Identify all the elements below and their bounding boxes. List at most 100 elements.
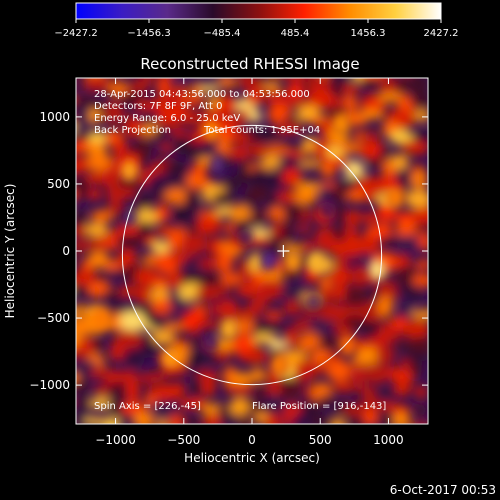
- texture-blob: [404, 189, 428, 209]
- x-tick-label: 1000: [373, 433, 404, 447]
- texture-blob: [248, 227, 271, 238]
- annotations: 28-Apr-2015 04:43:56.000 to 04:53:56.000…: [94, 89, 386, 412]
- heatmap-spots: [92, 112, 405, 376]
- texture-blob: [249, 251, 263, 274]
- texture-blob: [123, 124, 148, 137]
- texture-blob: [179, 417, 204, 424]
- texture-blob: [220, 272, 244, 285]
- texture-blob: [215, 348, 233, 361]
- hot-spot: [202, 119, 221, 142]
- texture-blob: [412, 207, 428, 225]
- texture-blob: [164, 322, 188, 332]
- texture-blob: [319, 185, 334, 202]
- texture-blob: [164, 188, 191, 205]
- texture-blob: [91, 209, 114, 223]
- texture-blob: [183, 257, 202, 267]
- texture-blob: [229, 145, 250, 160]
- texture-blob: [198, 83, 220, 92]
- texture-blob: [169, 127, 188, 137]
- texture-blob: [202, 378, 216, 397]
- texture-blob: [319, 394, 333, 409]
- texture-blob: [120, 188, 136, 199]
- hot-spot: [161, 347, 180, 370]
- texture-blob: [284, 329, 298, 348]
- texture-blob: [395, 219, 421, 240]
- texture-blob: [268, 339, 288, 350]
- hot-spot: [331, 112, 350, 135]
- texture-blob: [362, 212, 379, 224]
- texture-blob: [410, 309, 428, 320]
- colorbar-tick-label: −485.4: [203, 28, 240, 39]
- texture-blob: [134, 267, 158, 288]
- texture-blob: [328, 269, 353, 285]
- x-tick-label: 500: [309, 433, 332, 447]
- texture-blob: [84, 417, 109, 424]
- texture-blob: [298, 332, 324, 354]
- texture-blob: [300, 159, 320, 168]
- texture-blob: [252, 333, 278, 344]
- cold-spot: [307, 293, 320, 310]
- texture-blob: [211, 192, 237, 204]
- texture-blob: [412, 274, 428, 287]
- texture-blob: [345, 210, 362, 224]
- texture-blob: [363, 130, 379, 143]
- texture-blob: [278, 94, 304, 108]
- texture-blob: [360, 399, 385, 412]
- hot-spot: [270, 353, 289, 376]
- texture-blob: [115, 232, 141, 251]
- texture-blob: [185, 349, 207, 367]
- chart-title: Reconstructed RHESSI Image: [140, 55, 359, 73]
- texture-blob: [410, 91, 428, 109]
- texture-blob: [151, 240, 171, 254]
- texture-blob: [413, 109, 428, 122]
- texture-blob: [248, 399, 267, 416]
- x-axis-label: Heliocentric X (arcsec): [184, 451, 320, 465]
- texture-blob: [352, 265, 368, 287]
- texture-blob: [348, 417, 366, 424]
- texture-blob: [343, 286, 367, 307]
- colorbar-tick-label: 2427.2: [424, 28, 459, 39]
- annotation-detectors: Detectors: 7F 8F 9F, Att 0: [94, 101, 222, 112]
- texture-blob: [352, 381, 367, 391]
- texture-blob: [282, 116, 300, 128]
- texture-blob: [413, 223, 428, 233]
- texture-blob: [133, 208, 162, 226]
- texture-blob: [258, 128, 285, 141]
- hot-spot: [283, 250, 302, 273]
- texture-blob: [280, 285, 308, 300]
- texture-blob: [168, 271, 186, 291]
- texture-blob: [108, 345, 127, 362]
- texture-blob: [138, 78, 152, 91]
- texture-blob: [107, 81, 129, 96]
- solar-limb-circle: [121, 124, 383, 386]
- texture-blob: [293, 360, 317, 383]
- texture-blob: [282, 167, 302, 187]
- texture-blob: [286, 78, 305, 81]
- texture-blob: [163, 227, 191, 236]
- colorbar-tick-label: 485.4: [281, 28, 310, 39]
- texture-blob: [88, 250, 109, 269]
- flare-marker-cross: [277, 245, 290, 257]
- texture-blob: [295, 181, 323, 192]
- texture-blob: [379, 78, 398, 98]
- texture-blob: [330, 156, 349, 168]
- texture-blob: [395, 167, 413, 189]
- texture-blob: [377, 203, 396, 222]
- texture-blob: [406, 78, 428, 92]
- texture-blob: [198, 257, 222, 270]
- texture-blob: [172, 204, 191, 224]
- texture-blob: [402, 351, 428, 362]
- texture-blob: [254, 384, 269, 399]
- annotation-spin-axis: Spin Axis = [226,-45]: [94, 401, 201, 412]
- texture-blob: [113, 138, 128, 159]
- texture-blob: [283, 403, 307, 415]
- hot-spot: [120, 159, 139, 182]
- texture-blob: [307, 320, 335, 330]
- hot-spot: [307, 250, 326, 273]
- x-tick-label: 0: [248, 433, 256, 447]
- texture-blob: [142, 348, 164, 358]
- cold-spot: [263, 253, 276, 270]
- texture-blob: [244, 186, 270, 202]
- colorbar-tick-label: 1456.3: [350, 28, 385, 39]
- texture-blob: [214, 284, 233, 294]
